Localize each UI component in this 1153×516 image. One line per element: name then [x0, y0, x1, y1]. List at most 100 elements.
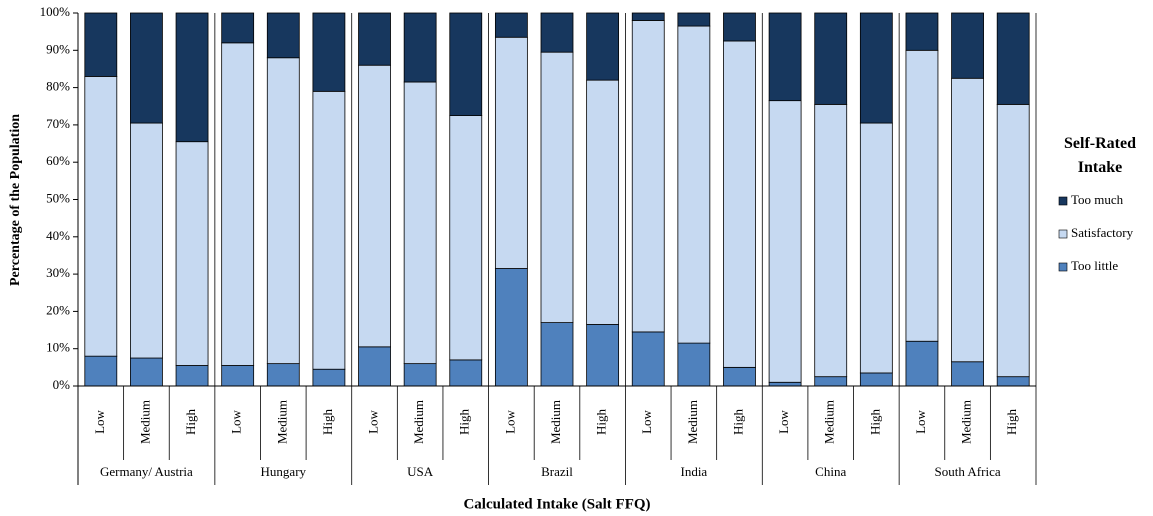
x-tick-label: High: [1004, 408, 1019, 435]
bar-segment: [221, 42, 255, 366]
y-tick-label: 60%: [46, 153, 70, 168]
y-tick-label: 70%: [46, 116, 70, 131]
bar-segment: [996, 376, 1030, 387]
x-tick-label: Medium: [548, 400, 563, 444]
bar-segment: [449, 12, 483, 116]
legend-swatch: [1058, 229, 1068, 239]
bar-segment: [221, 365, 255, 387]
bar-segment: [312, 12, 346, 92]
bar-segment: [358, 346, 391, 387]
bar-segment: [494, 12, 528, 38]
legend-swatch: [1058, 262, 1068, 272]
y-tick-label: 40%: [46, 228, 70, 243]
x-tick-label: High: [594, 409, 609, 436]
bar-segment: [677, 25, 711, 344]
bar-segment: [723, 40, 756, 368]
bar-segment: [266, 12, 300, 59]
bar-segment: [175, 141, 209, 366]
bar-segment: [130, 12, 163, 124]
x-tick-label: Low: [366, 409, 381, 433]
y-tick-label: 50%: [46, 190, 70, 205]
x-tick-label: Low: [776, 409, 791, 433]
x-tick-label: Low: [639, 409, 654, 433]
bar-segment: [449, 115, 483, 361]
bar-segment: [130, 122, 163, 359]
bar-segment: [586, 79, 620, 325]
bar-segment: [403, 12, 437, 83]
x-tick-label: Low: [92, 409, 107, 433]
bar-segment: [905, 12, 939, 51]
bar-segment: [540, 51, 574, 323]
bar-segment: [403, 363, 437, 387]
x-tick-label: Low: [229, 409, 244, 433]
x-tick-label: Medium: [137, 400, 152, 444]
x-tick-label: High: [320, 409, 335, 436]
bar-segment: [768, 12, 802, 102]
bar-segment: [631, 331, 665, 387]
bar-segment: [859, 12, 893, 124]
bar-segment: [677, 12, 711, 27]
bar-segment: [449, 359, 483, 387]
legend-swatch: [1058, 196, 1068, 206]
bar-segment: [723, 366, 756, 387]
y-tick-label: 90%: [46, 41, 70, 56]
group-label: USA: [407, 464, 434, 479]
bar-segment: [723, 12, 756, 42]
bar-segment: [312, 90, 346, 370]
bar-segment: [358, 12, 391, 66]
group-label: Brazil: [541, 464, 573, 479]
x-axis-label: Calculated Intake (Salt FFQ): [463, 496, 650, 512]
x-tick-label: High: [457, 409, 472, 436]
x-tick-label: Medium: [959, 400, 974, 444]
x-tick-label: High: [183, 409, 198, 436]
y-tick-label: 80%: [46, 79, 70, 94]
y-tick-label: 100%: [40, 4, 71, 19]
x-tick-label: Low: [913, 409, 928, 433]
x-tick-label: Low: [502, 409, 517, 433]
group-label: China: [815, 464, 846, 479]
bar-segment: [905, 340, 939, 387]
group-label: Hungary: [261, 464, 307, 479]
bar-segment: [175, 12, 209, 143]
bar-segment: [859, 372, 893, 387]
bar-segment: [130, 357, 163, 387]
y-axis-label: Percentage of the Population: [8, 114, 23, 286]
y-tick-label: 20%: [46, 302, 70, 317]
x-tick-label: High: [867, 409, 882, 436]
bar-segment: [84, 12, 118, 77]
bar-segment: [768, 381, 802, 387]
bar-segment: [540, 12, 574, 53]
bar-segment: [951, 361, 984, 387]
bar-segment: [494, 36, 528, 269]
bar-segment: [859, 122, 893, 374]
bar-segment: [403, 81, 437, 365]
group-label: South Africa: [935, 464, 1001, 479]
bar-segment: [221, 12, 255, 44]
bar-segment: [312, 368, 346, 387]
legend-label: Satisfactory: [1071, 225, 1134, 240]
group-label: Germany/ Austria: [100, 464, 193, 479]
bar-segment: [951, 77, 984, 363]
y-tick-label: 30%: [46, 265, 70, 280]
bar-segment: [84, 76, 118, 357]
bar-segment: [175, 365, 209, 387]
bar-segment: [540, 322, 574, 387]
legend-label: Too little: [1071, 258, 1118, 273]
bar-segment: [84, 355, 118, 387]
bar-segment: [586, 12, 620, 81]
bar-segment: [494, 268, 528, 387]
x-tick-label: High: [730, 409, 745, 436]
y-tick-label: 10%: [46, 340, 70, 355]
bar-segment: [814, 12, 848, 105]
bar-segment: [631, 20, 665, 333]
bar-segment: [768, 100, 802, 383]
y-tick-label: 0%: [53, 377, 71, 392]
x-tick-label: Medium: [274, 400, 289, 444]
legend-label: Too much: [1071, 192, 1124, 207]
x-tick-label: Medium: [411, 400, 426, 444]
x-tick-label: Medium: [685, 400, 700, 444]
bar-segment: [677, 342, 711, 387]
bar-segment: [951, 12, 984, 79]
